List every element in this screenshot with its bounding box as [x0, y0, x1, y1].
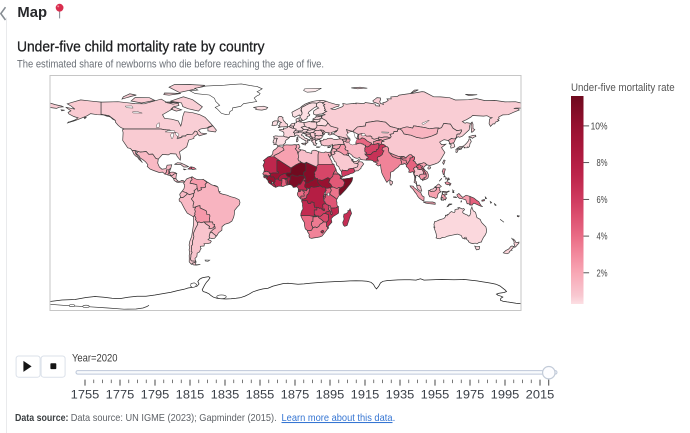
svg-text:1775: 1775: [106, 388, 135, 402]
svg-text:1855: 1855: [246, 388, 275, 402]
svg-text:6%: 6%: [597, 195, 608, 206]
svg-text:1995: 1995: [491, 388, 520, 402]
svg-text:8%: 8%: [597, 158, 608, 169]
svg-text:1835: 1835: [211, 388, 240, 402]
svg-text:Under-five mortality rate: Under-five mortality rate: [571, 82, 675, 94]
svg-text:1935: 1935: [386, 388, 415, 402]
svg-text:2015: 2015: [526, 388, 555, 402]
svg-text:The estimated share of newborn: The estimated share of newborns who die …: [17, 58, 324, 70]
svg-text:Year=2020: Year=2020: [72, 353, 118, 365]
svg-text:1955: 1955: [421, 388, 450, 402]
svg-text:2%: 2%: [597, 268, 608, 279]
svg-text:1975: 1975: [456, 388, 485, 402]
svg-text:Under-five child mortality rat: Under-five child mortality rate by count…: [17, 38, 265, 55]
svg-text:1815: 1815: [176, 388, 205, 402]
svg-text:1915: 1915: [351, 388, 380, 402]
svg-text:1795: 1795: [141, 388, 170, 402]
svg-text:1875: 1875: [281, 388, 310, 402]
svg-text:4%: 4%: [597, 232, 608, 243]
svg-text:1755: 1755: [71, 388, 100, 402]
svg-text:1895: 1895: [316, 388, 345, 402]
svg-text:10%: 10%: [591, 121, 608, 132]
svg-text:Map: Map: [17, 4, 47, 21]
svg-text:Data source:Data source: UN IG: Data source: Data source: UN IGME (2023);…: [15, 412, 395, 424]
